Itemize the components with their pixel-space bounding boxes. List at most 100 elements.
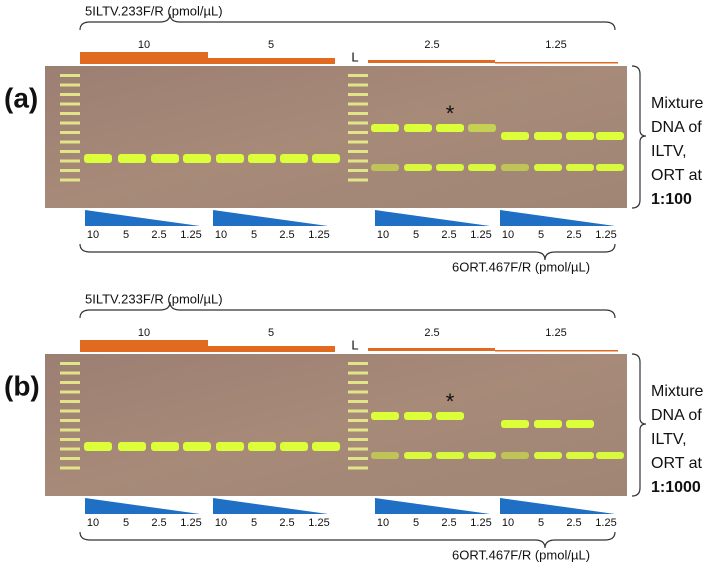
bottom-concentration: 5 bbox=[251, 229, 257, 241]
gradient-triangle bbox=[375, 210, 490, 226]
ladder-band bbox=[348, 102, 368, 106]
ladder-band bbox=[348, 409, 368, 413]
ladder-label: L bbox=[351, 337, 358, 352]
gradient-triangle bbox=[375, 498, 490, 514]
ladder-band bbox=[348, 419, 368, 422]
band bbox=[436, 124, 464, 132]
bottom-brace bbox=[79, 243, 616, 261]
top-concentration: 2.5 bbox=[424, 327, 439, 339]
bottom-concentration: 5 bbox=[251, 517, 257, 529]
band bbox=[216, 442, 244, 451]
bottom-concentration: 10 bbox=[87, 229, 99, 241]
side-brace bbox=[631, 65, 647, 209]
band bbox=[84, 442, 112, 451]
band bbox=[468, 452, 496, 459]
bottom-concentration: 1.25 bbox=[180, 517, 201, 529]
ladder-band bbox=[60, 83, 80, 87]
ladder-band bbox=[348, 140, 368, 144]
primer-bar bbox=[495, 350, 618, 352]
ladder-band bbox=[348, 169, 368, 172]
ladder-band bbox=[60, 371, 80, 375]
side-text: DNA of bbox=[651, 119, 702, 136]
mixture-ratio: 1:100 bbox=[651, 191, 692, 208]
top-concentration: 5 bbox=[268, 327, 274, 339]
band bbox=[248, 442, 276, 451]
band bbox=[501, 452, 529, 459]
ladder-band bbox=[60, 178, 80, 182]
band bbox=[501, 132, 529, 140]
bottom-concentration: 10 bbox=[215, 229, 227, 241]
ladder-band bbox=[348, 400, 368, 403]
top-concentration: 1.25 bbox=[545, 39, 566, 51]
band bbox=[371, 124, 399, 132]
bottom-concentration: 5 bbox=[123, 229, 129, 241]
band bbox=[566, 452, 594, 459]
primer-bar bbox=[80, 52, 208, 64]
ladder-band bbox=[60, 419, 80, 422]
band bbox=[404, 124, 432, 132]
band bbox=[501, 164, 529, 171]
band bbox=[371, 412, 399, 420]
ladder-band bbox=[348, 362, 368, 365]
gradient-triangle bbox=[213, 498, 328, 514]
band bbox=[596, 132, 624, 140]
bottom-concentration: 2.5 bbox=[441, 517, 456, 529]
asterisk: * bbox=[446, 101, 455, 126]
band bbox=[183, 442, 211, 451]
top-concentration: 10 bbox=[138, 327, 150, 339]
band bbox=[566, 164, 594, 171]
gradient-triangle bbox=[85, 498, 200, 514]
side-text: ILTV, bbox=[651, 431, 687, 448]
band bbox=[151, 442, 179, 451]
top-concentration: 2.5 bbox=[424, 39, 439, 51]
ladder-band bbox=[60, 457, 80, 460]
gradient-triangle bbox=[500, 498, 615, 514]
band bbox=[468, 164, 496, 171]
ladder-label: L bbox=[351, 49, 358, 64]
ladder-band bbox=[60, 112, 80, 115]
side-brace bbox=[631, 353, 647, 497]
band bbox=[501, 420, 529, 428]
band bbox=[118, 442, 146, 451]
ladder-band bbox=[60, 409, 80, 413]
bottom-primer-label: 6ORT.467F/R (pmol/µL) bbox=[452, 547, 590, 562]
top-concentration: 10 bbox=[138, 39, 150, 51]
top-brace bbox=[79, 13, 616, 31]
bottom-concentration: 2.5 bbox=[151, 229, 166, 241]
top-concentration: 5 bbox=[268, 39, 274, 51]
band bbox=[371, 164, 399, 171]
ladder-band bbox=[60, 93, 80, 96]
ladder-band bbox=[348, 390, 368, 394]
top-brace bbox=[79, 301, 616, 319]
side-text: DNA of bbox=[651, 407, 702, 424]
bottom-concentration: 1.25 bbox=[470, 517, 491, 529]
bottom-concentration: 10 bbox=[215, 517, 227, 529]
band bbox=[534, 420, 562, 428]
band bbox=[404, 164, 432, 171]
ladder-band bbox=[60, 428, 80, 432]
band bbox=[280, 442, 308, 451]
primer-bar bbox=[208, 346, 335, 352]
ladder-band bbox=[60, 466, 80, 470]
gradient-triangle bbox=[500, 210, 615, 226]
side-text: ILTV, bbox=[651, 143, 687, 160]
band bbox=[534, 452, 562, 459]
band bbox=[404, 412, 432, 420]
top-primer-label: 5ILTV.233F/R (pmol/µL) bbox=[85, 291, 223, 306]
band bbox=[436, 164, 464, 171]
bottom-concentration: 10 bbox=[87, 517, 99, 529]
primer-bar bbox=[368, 60, 495, 63]
gradient-triangle bbox=[85, 210, 200, 226]
band bbox=[216, 154, 244, 163]
ladder-band bbox=[348, 131, 368, 134]
ladder-band bbox=[348, 381, 368, 384]
ladder-band bbox=[60, 131, 80, 134]
ladder-band bbox=[60, 362, 80, 365]
ladder-band bbox=[348, 447, 368, 451]
side-text: Mixture bbox=[651, 95, 704, 112]
bottom-concentration: 5 bbox=[413, 229, 419, 241]
top-primer-label: 5ILTV.233F/R (pmol/µL) bbox=[85, 3, 223, 18]
side-text: ORT at bbox=[651, 167, 703, 184]
side-text: Mixture bbox=[651, 383, 704, 400]
